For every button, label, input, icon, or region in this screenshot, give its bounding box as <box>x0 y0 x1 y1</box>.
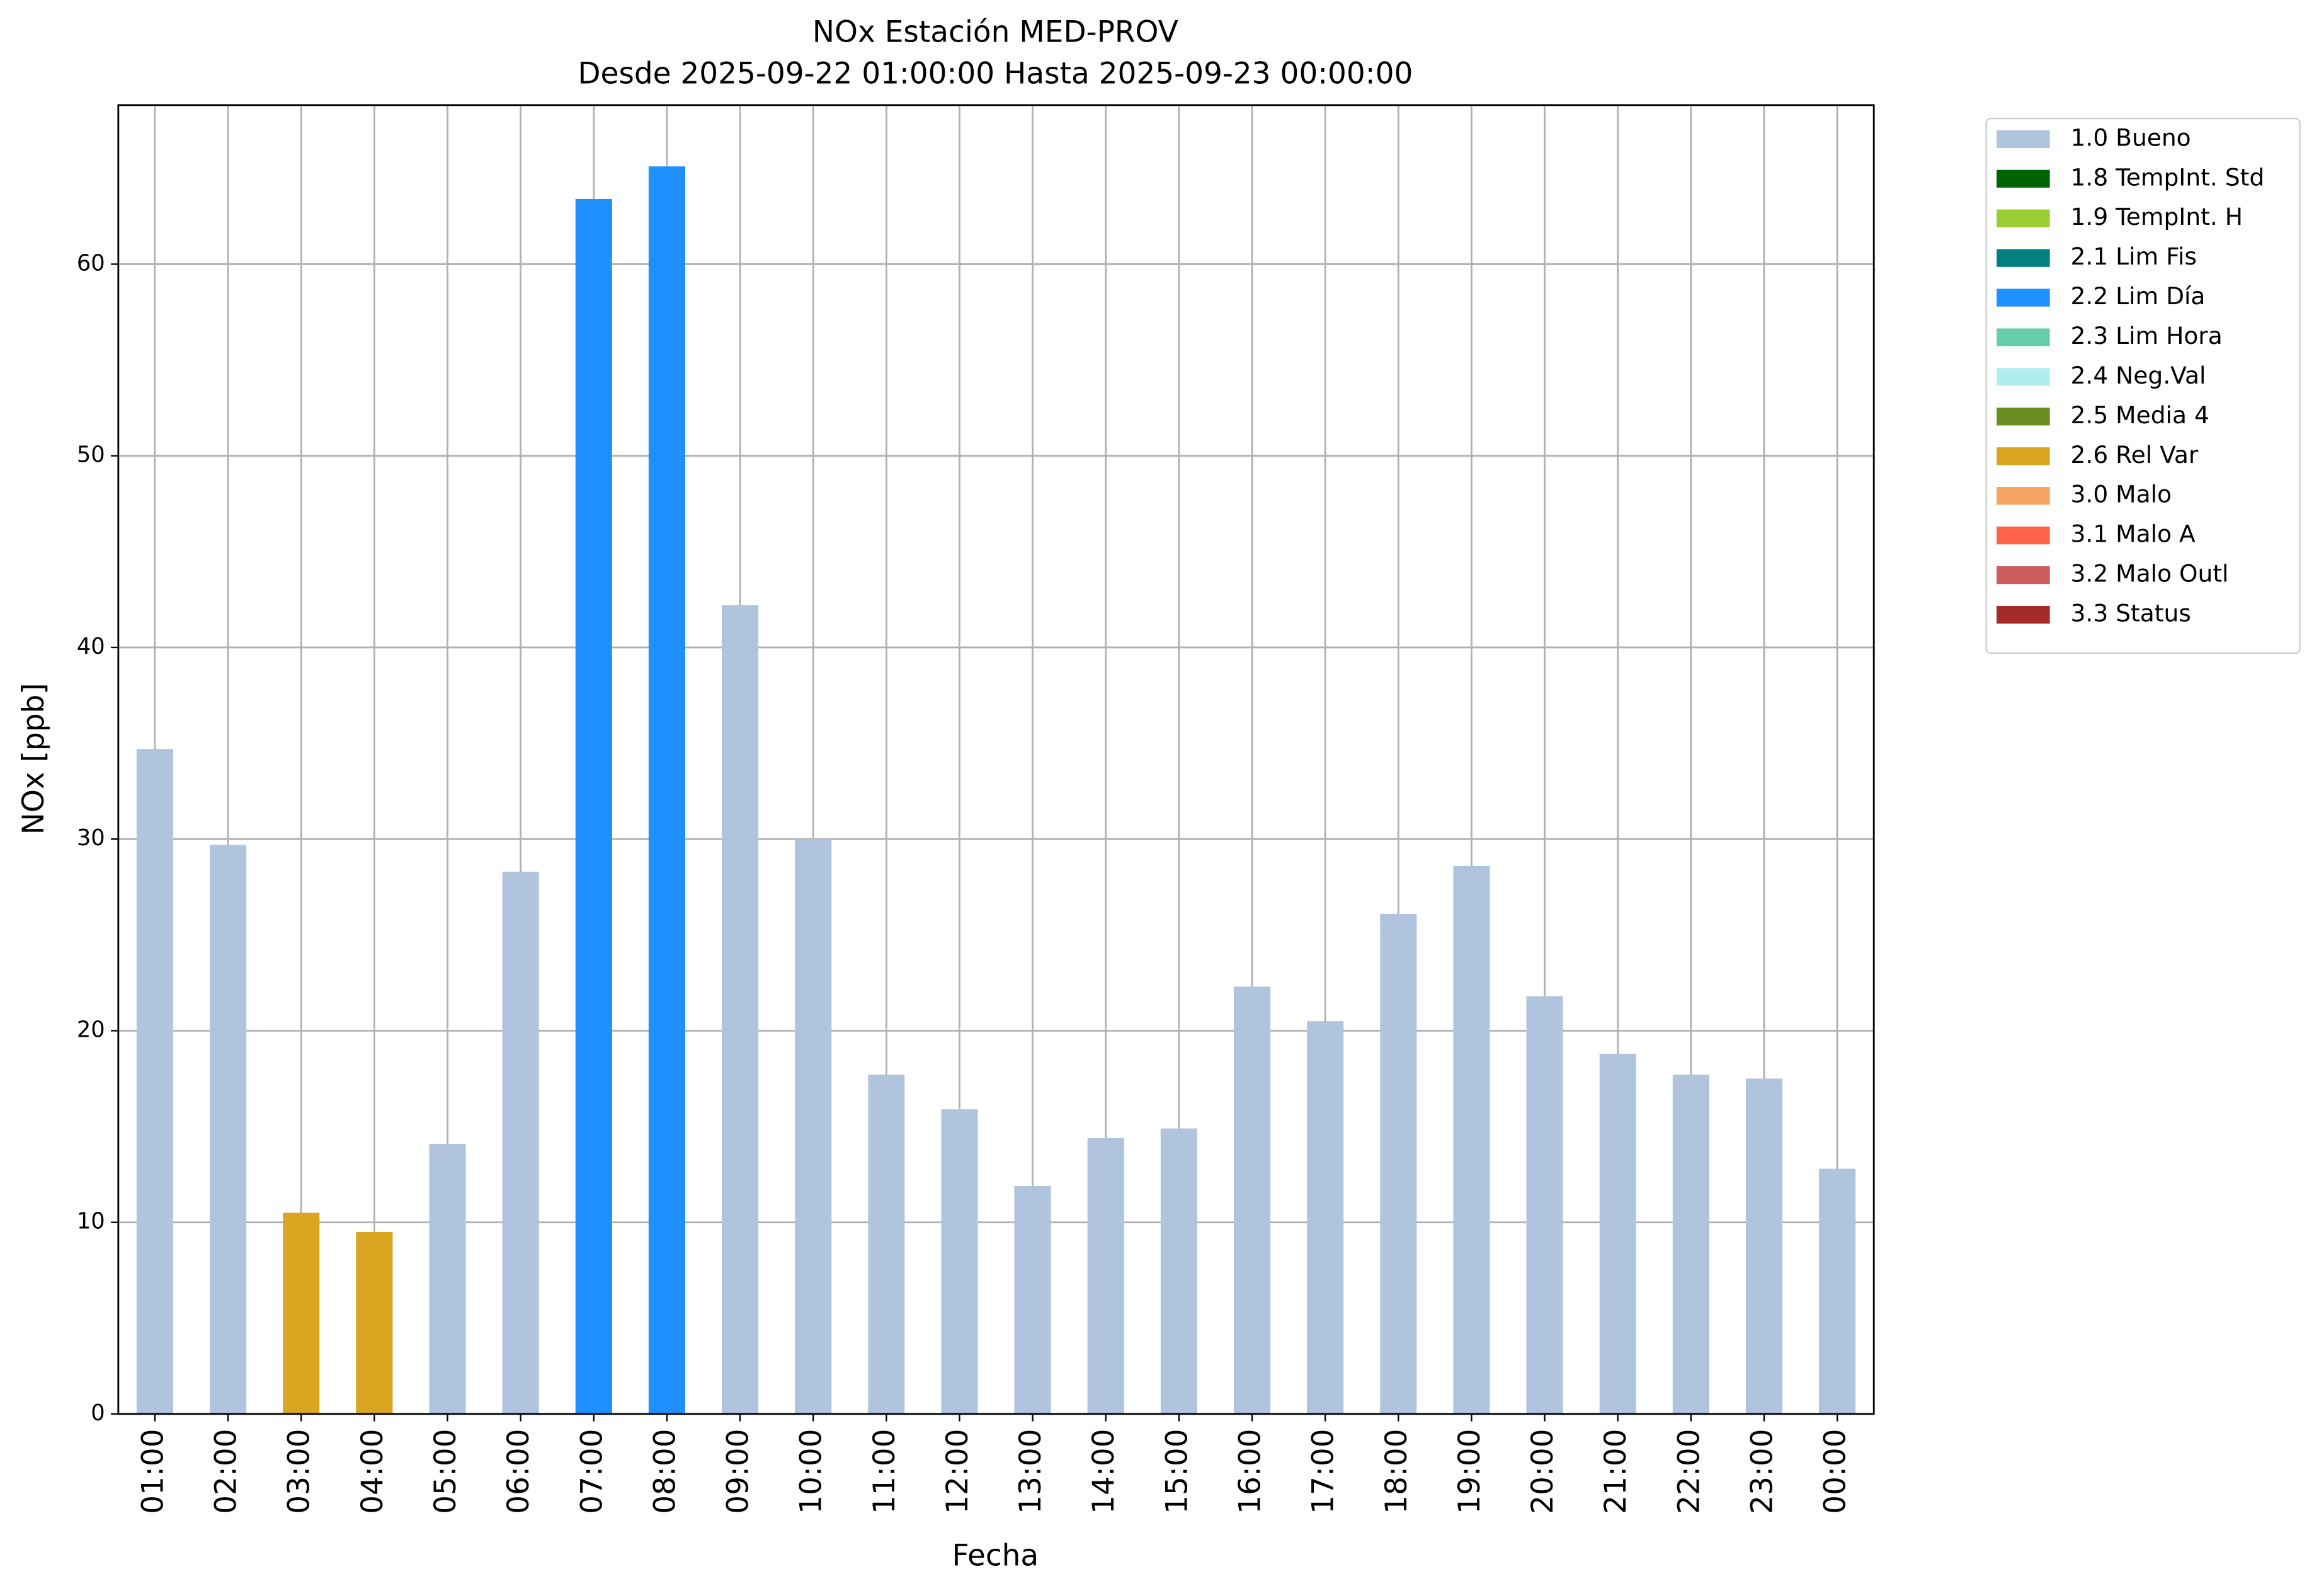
x-tick-label: 05:00 <box>428 1429 463 1514</box>
x-tick-label: 19:00 <box>1452 1429 1487 1514</box>
y-tick-label: 10 <box>77 1209 105 1234</box>
legend-box <box>1985 117 2301 654</box>
legend-label: 2.2 Lim Día <box>2071 282 2206 310</box>
legend-label: 1.8 TempInt. Std <box>2071 163 2265 191</box>
legend-swatch <box>1997 605 2050 624</box>
legend-label: 1.0 Bueno <box>2071 123 2191 151</box>
legend-swatch <box>1997 169 2050 188</box>
bar <box>1745 1078 1783 1415</box>
x-tick-label: 04:00 <box>355 1429 390 1514</box>
legend-label: 3.0 Malo <box>2071 481 2172 508</box>
x-tick-label: 06:00 <box>501 1429 536 1514</box>
bar <box>502 871 539 1415</box>
y-tick-label: 40 <box>77 634 105 659</box>
x-tick-label: 08:00 <box>647 1429 682 1514</box>
bar <box>1233 986 1271 1415</box>
bar <box>868 1074 905 1415</box>
chart-subtitle: Desde 2025-09-22 01:00:00 Hasta 2025-09-… <box>578 56 1413 91</box>
x-tick-label: 22:00 <box>1672 1429 1706 1514</box>
bar <box>648 166 685 1415</box>
legend-swatch <box>1997 487 2050 505</box>
x-tick-label: 12:00 <box>940 1429 975 1514</box>
bar <box>1014 1185 1051 1415</box>
y-axis-label: NOx [ppb] <box>16 683 51 835</box>
legend-label: 2.1 Lim Fis <box>2071 242 2197 270</box>
x-tick-label: 11:00 <box>867 1429 902 1514</box>
legend-label: 3.2 Malo Outl <box>2071 560 2229 588</box>
y-tick-label: 20 <box>77 1017 105 1042</box>
bar <box>722 605 759 1415</box>
x-tick-label: 03:00 <box>282 1429 317 1514</box>
legend-swatch <box>1997 288 2050 307</box>
x-tick-label: 02:00 <box>209 1429 244 1514</box>
legend-swatch <box>1997 328 2050 346</box>
legend-swatch <box>1997 408 2050 426</box>
chart-title: NOx Estación MED-PROV <box>812 15 1178 50</box>
bar <box>136 749 173 1415</box>
x-tick-label: 18:00 <box>1379 1429 1414 1514</box>
bar <box>356 1231 393 1415</box>
x-tick-label: 09:00 <box>721 1429 756 1514</box>
bar <box>429 1144 466 1415</box>
plot-frame <box>117 104 1875 1415</box>
bar <box>1526 996 1563 1415</box>
x-tick-label: 20:00 <box>1525 1429 1560 1514</box>
y-tick-label: 60 <box>77 250 105 276</box>
bar <box>210 845 247 1415</box>
bar <box>795 839 832 1415</box>
x-tick-label: 13:00 <box>1013 1429 1048 1514</box>
bar <box>283 1212 320 1415</box>
y-tick-label: 0 <box>91 1400 105 1426</box>
bar <box>1672 1074 1709 1415</box>
bar <box>1380 913 1417 1415</box>
x-tick-label: 15:00 <box>1160 1429 1194 1514</box>
bar <box>1307 1021 1344 1415</box>
legend-swatch <box>1997 566 2050 584</box>
x-tick-label: 21:00 <box>1598 1429 1633 1514</box>
x-tick-label: 17:00 <box>1306 1429 1341 1514</box>
legend-label: 2.5 Media 4 <box>2071 401 2209 429</box>
x-axis-label: Fecha <box>952 1538 1039 1573</box>
x-tick-label: 00:00 <box>1818 1429 1853 1514</box>
bar <box>1599 1054 1636 1415</box>
legend-swatch <box>1997 209 2050 227</box>
legend-swatch <box>1997 447 2050 465</box>
x-tick-label: 16:00 <box>1233 1429 1268 1514</box>
legend-label: 1.9 TempInt. H <box>2071 203 2243 231</box>
legend-swatch <box>1997 130 2050 148</box>
y-tick-label: 30 <box>77 825 105 851</box>
bar <box>575 198 612 1415</box>
legend-label: 3.3 Status <box>2071 600 2191 627</box>
legend-swatch <box>1997 527 2050 545</box>
legend-swatch <box>1997 368 2050 386</box>
legend-label: 2.6 Rel Var <box>2071 441 2199 469</box>
legend-swatch <box>1997 249 2050 267</box>
x-tick-label: 14:00 <box>1086 1429 1121 1514</box>
legend-label: 3.1 Malo A <box>2071 520 2196 548</box>
legend-label: 2.4 Neg.Val <box>2071 362 2206 389</box>
x-tick-label: 10:00 <box>794 1429 829 1514</box>
x-tick-label: 07:00 <box>574 1429 609 1514</box>
bar <box>1160 1128 1197 1415</box>
y-tick-label: 50 <box>77 442 105 468</box>
bar <box>941 1109 978 1415</box>
x-tick-label: 01:00 <box>135 1429 170 1514</box>
x-tick-label: 23:00 <box>1745 1429 1779 1514</box>
legend-label: 2.3 Lim Hora <box>2071 322 2223 350</box>
bar <box>1453 865 1490 1415</box>
bar <box>1819 1168 1856 1415</box>
bar <box>1087 1137 1124 1415</box>
